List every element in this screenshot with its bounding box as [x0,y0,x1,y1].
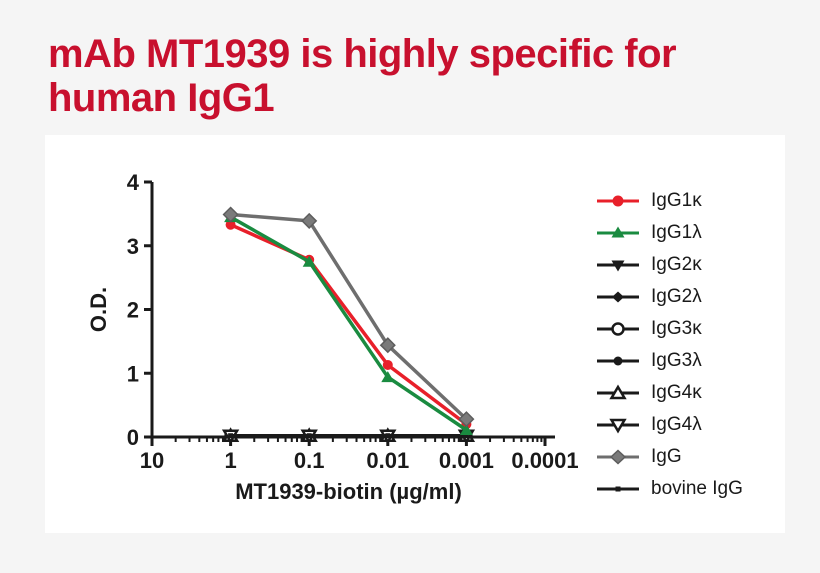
data-marker [302,255,316,267]
data-marker [381,371,395,383]
legend-item-5[interactable]: IgG3λ [595,345,775,377]
x-tick-label: 0.001 [439,448,494,473]
legend-label: IgG [651,446,682,467]
chart-figure: 0 1 2 3 4 10 1 0.1 0.01 0.001 0.0001 MT1939-biotin … [45,135,785,533]
data-marker [222,206,239,223]
legend-marker-icon [597,322,639,336]
legend-marker-icon [597,356,639,366]
legend-marker-icon [597,418,639,434]
series-IgG1κ [225,219,472,430]
legend-item-7[interactable]: IgG4λ [595,409,775,441]
legend-item-3[interactable]: IgG2λ [595,281,775,313]
legend-label: IgG2λ [651,286,702,307]
legend-item-0[interactable]: IgG1κ [595,185,775,217]
legend-label: IgG2κ [651,254,702,275]
data-marker [301,212,318,229]
data-marker [306,433,312,439]
legend-item-2[interactable]: IgG2κ [595,249,775,281]
legend-marker-icon [597,486,639,492]
data-marker [382,359,393,370]
y-tick-label: 4 [127,170,140,195]
x-tick-label: 0.1 [294,448,325,473]
data-marker [385,433,391,439]
legend-label: IgG3λ [651,350,702,371]
data-marker [228,433,234,439]
y-tick-label: 0 [127,425,139,450]
data-marker [459,423,473,435]
legend-label: IgG3κ [651,318,702,339]
legend-label: IgG4λ [651,414,702,435]
series-IgG [222,206,475,428]
legend-item-4[interactable]: IgG3κ [595,313,775,345]
y-tick-label: 3 [127,234,139,259]
y-tick-label: 1 [127,361,139,386]
legend-marker-icon [597,384,639,400]
legend-item-9[interactable]: bovine IgG [595,473,775,505]
legend-marker-icon [597,260,639,272]
page-title: mAb MT1939 is highly specific for human … [48,32,768,120]
data-marker [463,433,469,439]
data-marker [458,411,475,428]
legend-marker-icon [597,449,639,465]
x-tick-label: 10 [140,448,164,473]
legend-marker-icon [597,195,639,207]
x-tick-label: 0.0001 [511,448,578,473]
legend-item-8[interactable]: IgG [595,441,775,473]
legend-label: IgG1κ [651,190,702,211]
y-tick-label: 2 [127,298,139,323]
legend-label: IgG4κ [651,382,702,403]
chart-legend: IgG1κ IgG1λ IgG2κ [595,185,775,505]
series-bovine IgG [228,433,469,439]
page-title-line-1: mAb MT1939 is highly specific for [48,32,677,76]
x-tick-label: 0.01 [366,448,409,473]
x-axis-title: MT1939-biotin (µg/ml) [235,479,462,504]
series-line [228,222,469,426]
figure-card: 0 1 2 3 4 10 1 0.1 0.01 0.001 0.0001 MT1939-biotin … [45,135,785,533]
x-tick-label: 1 [224,448,236,473]
legend-marker-icon [597,291,639,303]
legend-item-1[interactable]: IgG1λ [595,217,775,249]
page-title-line-2: human IgG1 [48,76,275,120]
legend-label: IgG1λ [651,222,702,243]
series-line [228,212,469,421]
data-marker [379,337,396,354]
legend-marker-icon [597,226,639,238]
legend-label: bovine IgG [651,478,743,499]
series-line [228,215,469,432]
chart-canvas: 0 1 2 3 4 10 1 0.1 0.01 0.001 0.0001 MT1939-biotin … [86,170,579,504]
legend-item-6[interactable]: IgG4κ [595,377,775,409]
data-marker [225,219,236,230]
y-axis-title: O.D. [86,287,111,332]
